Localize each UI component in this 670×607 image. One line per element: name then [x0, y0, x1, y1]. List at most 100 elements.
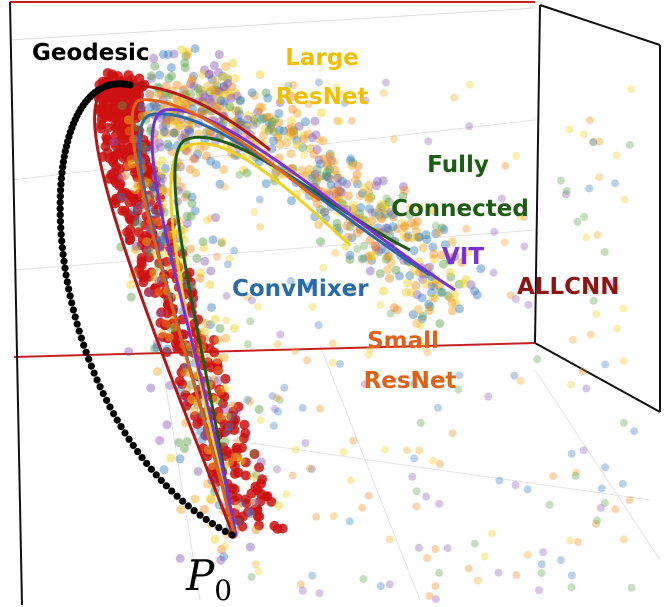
- scatter-point: [404, 231, 413, 240]
- scatter-point: [200, 92, 210, 102]
- scatter-point: [411, 280, 421, 290]
- scatter-point: [238, 498, 247, 507]
- scatter-point: [229, 484, 240, 495]
- scatter-point: [166, 62, 176, 72]
- scatter-point: [225, 421, 236, 432]
- scatter-point: [234, 110, 244, 120]
- scatter-point: [416, 322, 425, 331]
- grid-line: [9, 7, 536, 41]
- scatter-point: [252, 119, 261, 128]
- scatter-point: [224, 103, 234, 113]
- scatter-point: [170, 338, 181, 349]
- scatter-point: [230, 246, 239, 255]
- scatter-point: [454, 385, 463, 394]
- scatter-point: [431, 221, 440, 230]
- scatter-point: [411, 226, 421, 236]
- scatter-point: [392, 305, 402, 315]
- scatter-point: [219, 81, 229, 91]
- scatter-point: [435, 287, 445, 297]
- scatter-point: [156, 307, 167, 318]
- scatter-point: [314, 78, 323, 87]
- scatter-point: [428, 242, 438, 252]
- scatter-point: [212, 358, 223, 369]
- scatter-point: [157, 186, 167, 196]
- scatter-point: [217, 544, 227, 554]
- scatter-point: [435, 568, 444, 577]
- scatter-point: [501, 161, 510, 170]
- scatter-point: [271, 114, 280, 123]
- scatter-point: [120, 171, 130, 181]
- scatter-point: [206, 495, 216, 505]
- scatter-point: [185, 127, 195, 137]
- scatter-point: [355, 191, 365, 201]
- scatter-point: [495, 476, 504, 485]
- scatter-point: [408, 472, 417, 481]
- scatter-point: [223, 74, 233, 84]
- scatter-point: [421, 230, 431, 240]
- scatter-point: [180, 58, 190, 68]
- geodesic-point: [61, 264, 69, 272]
- scatter-point: [346, 154, 355, 163]
- scatter-point: [213, 366, 223, 376]
- scatter-point: [289, 127, 299, 137]
- scatter-point: [484, 392, 493, 401]
- scatter-point: [245, 509, 255, 519]
- scatter-point: [427, 288, 437, 298]
- scatter-point: [156, 178, 166, 188]
- scatter-point: [233, 115, 243, 125]
- scatter-point: [380, 209, 390, 219]
- scatter-point: [226, 93, 236, 103]
- scatter-point: [516, 376, 525, 385]
- scatter-point: [185, 244, 195, 254]
- scatter-point: [450, 290, 460, 300]
- scatter-point: [172, 116, 182, 126]
- scatter-point: [286, 196, 296, 206]
- scatter-point: [381, 204, 391, 214]
- scatter-point: [216, 412, 226, 422]
- scatter-point: [308, 302, 317, 311]
- scatter-point: [202, 479, 212, 489]
- geodesic-point: [117, 423, 125, 431]
- scatter-point: [182, 437, 192, 447]
- scatter-point: [346, 476, 355, 485]
- grid-line: [159, 349, 201, 601]
- scatter-point: [217, 72, 227, 82]
- scatter-point: [133, 110, 144, 121]
- scatter-point: [424, 305, 434, 315]
- scatter-point: [234, 106, 244, 116]
- scatter-point: [241, 120, 251, 130]
- scatter-point: [214, 91, 224, 101]
- scatter-point: [331, 249, 340, 258]
- scatter-point: [473, 576, 482, 585]
- scatter-point: [403, 278, 413, 288]
- scatter-point: [110, 98, 121, 109]
- scatter-point: [381, 200, 391, 210]
- scatter-point: [437, 223, 447, 233]
- scatter-point: [476, 264, 486, 274]
- scatter-point: [275, 395, 284, 404]
- scatter-point: [156, 113, 166, 123]
- scatter-point: [275, 98, 285, 108]
- scatter-point: [401, 232, 411, 242]
- geodesic-point: [196, 511, 204, 519]
- scatter-point: [446, 272, 456, 282]
- geodesic-point: [69, 306, 77, 314]
- scatter-point: [216, 555, 226, 565]
- scatter-point: [122, 161, 132, 171]
- scatter-point: [142, 145, 152, 155]
- scatter-point: [162, 128, 172, 138]
- scatter-point: [313, 173, 323, 183]
- scatter-point: [158, 122, 168, 132]
- scatter-point: [424, 137, 433, 146]
- scatter-point: [159, 465, 169, 475]
- scatter-point: [160, 163, 170, 173]
- scatter-point: [512, 571, 521, 580]
- scatter-point: [333, 116, 342, 125]
- scatter-point: [206, 302, 216, 312]
- scatter-point: [319, 207, 329, 217]
- scatter-point: [347, 233, 357, 243]
- scatter-point: [252, 484, 263, 495]
- scatter-point: [247, 88, 257, 98]
- scatter-point: [266, 120, 276, 130]
- scatter-point: [347, 161, 357, 171]
